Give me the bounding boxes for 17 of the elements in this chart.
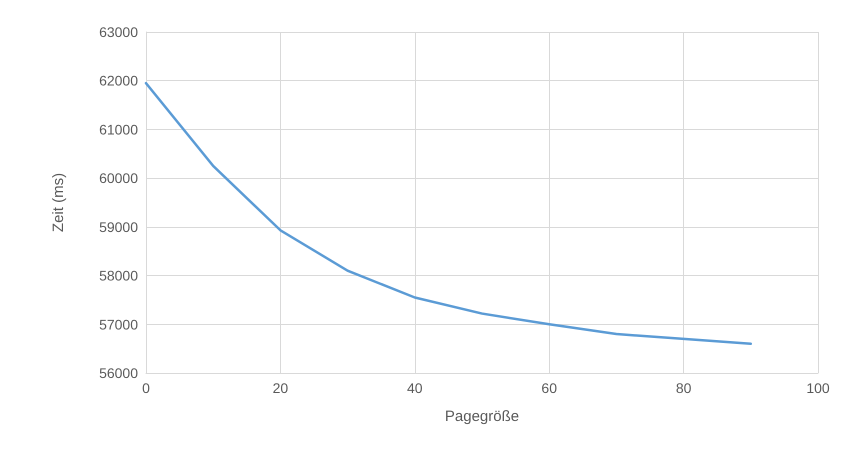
x-tick-label: 80: [676, 380, 692, 396]
x-tick-label: 100: [806, 380, 830, 396]
y-tick-label: 62000: [99, 72, 138, 89]
y-axis-title: Zeit (ms): [50, 172, 67, 232]
y-tick-label: 56000: [99, 365, 138, 381]
y-tick-label: 59000: [99, 218, 138, 235]
x-tick-label: 20: [272, 380, 288, 396]
x-tick-label: 60: [541, 380, 558, 396]
line-series: [144, 82, 752, 346]
x-axis-title: Pagegröße: [444, 408, 520, 425]
y-tick-label: 57000: [99, 316, 138, 332]
x-tick-label: 40: [407, 380, 423, 396]
y-tick-label: 63000: [99, 24, 138, 40]
x-tick-label: 0: [142, 380, 150, 396]
y-tick-label: 60000: [99, 170, 138, 186]
y-tick-label: 58000: [99, 268, 138, 284]
y-tick-label: 61000: [99, 121, 138, 138]
